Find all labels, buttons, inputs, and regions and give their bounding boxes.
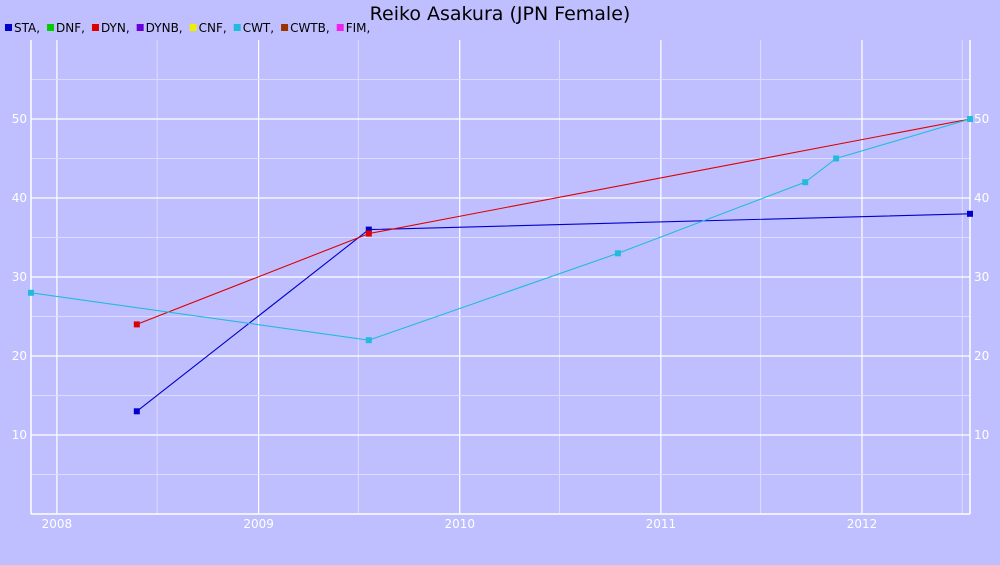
series-line-cwt: [30, 118, 971, 341]
data-point-sta: [967, 210, 973, 217]
y-tick-label-left: 50: [12, 112, 27, 126]
y-tick-label-left: 30: [12, 270, 27, 284]
legend-label-cwt: CWT,: [243, 21, 274, 35]
data-point-dyn: [133, 321, 140, 328]
data-point-cwt: [802, 179, 809, 186]
y-tick-label-right: 50: [974, 112, 989, 126]
data-point-dyn: [365, 230, 372, 237]
legend-swatch-sta: [5, 24, 12, 31]
grid: [31, 40, 970, 514]
y-tick-label-right: 10: [974, 428, 989, 442]
legend-swatch-cwt: [233, 24, 241, 31]
x-tick-label: 2012: [847, 517, 878, 531]
data-point-cwt: [967, 116, 973, 122]
legend-label-sta: STA,: [14, 21, 40, 35]
data-point-cwt: [365, 337, 372, 344]
data-point-cwt: [28, 289, 34, 296]
legend-swatch-dynb: [136, 24, 144, 31]
legend-label-cwtb: CWTB,: [290, 21, 330, 35]
x-tick-label: 2009: [243, 517, 274, 531]
chart-title: Reiko Asakura (JPN Female): [370, 3, 631, 25]
y-tick-label-left: 40: [12, 191, 27, 205]
x-tick-label: 2008: [42, 517, 73, 531]
data-point-cwt: [833, 155, 840, 162]
x-tick-label: 2011: [646, 517, 677, 531]
data-points: [28, 116, 973, 415]
y-tick-label-left: 20: [12, 349, 27, 363]
legend: STA, DNF, DYN, DYNB, CNF, CWT, CWTB, FIM,: [5, 21, 370, 35]
y-tick-label-left: 10: [12, 428, 27, 442]
legend-swatch-cnf: [189, 24, 197, 31]
y-tick-label-right: 40: [974, 191, 989, 205]
data-point-cwt: [614, 250, 621, 257]
legend-swatch-dyn: [91, 24, 99, 31]
legend-label-cnf: CNF,: [199, 21, 227, 35]
data-point-sta: [365, 226, 372, 233]
legend-label-dynb: DYNB,: [146, 21, 183, 35]
legend-swatch-dnf: [47, 24, 55, 31]
x-tick-label: 2010: [444, 517, 475, 531]
legend-swatch-fim: [336, 24, 344, 31]
legend-label-dnf: DNF,: [56, 21, 85, 35]
data-point-sta: [133, 408, 140, 415]
legend-label-dyn: DYN,: [101, 21, 130, 35]
tick-labels: 10 10 20 20 30 30 40 40 50 50 2008 2009 2010 2011 2012: [12, 112, 990, 531]
y-tick-label-right: 20: [974, 349, 989, 363]
y-tick-label-right: 30: [974, 270, 989, 284]
legend-swatch-cwtb: [281, 24, 289, 31]
legend-label-fim: FIM,: [346, 21, 371, 35]
